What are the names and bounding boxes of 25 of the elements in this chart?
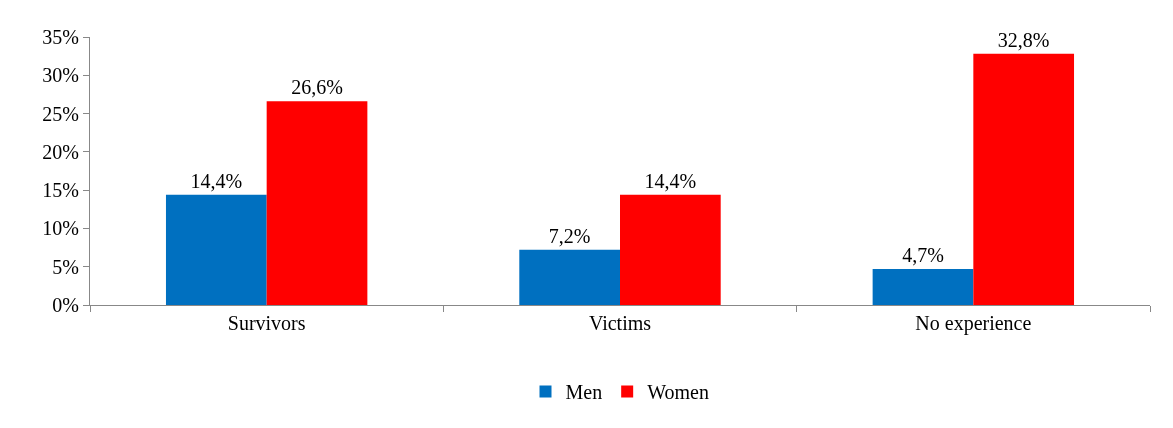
legend-label: Men — [565, 381, 603, 404]
y-tick-label: 5% — [52, 255, 79, 278]
x-tick-label: Survivors — [227, 312, 306, 334]
x-tick-label: Victims — [588, 312, 652, 334]
bar — [620, 194, 721, 305]
y-tick-label: 30% — [42, 64, 79, 87]
y-tick-label: 0% — [52, 294, 79, 316]
bar — [519, 249, 620, 305]
y-tick-label: 15% — [42, 179, 79, 202]
bar — [165, 194, 267, 305]
data-label: 4,7% — [902, 244, 944, 267]
bar — [973, 53, 1075, 305]
bar — [872, 269, 974, 305]
y-tick-label: 35% — [42, 26, 79, 48]
data-label: 26,6% — [291, 76, 343, 99]
data-label: 32,8% — [997, 28, 1050, 51]
data-label: 14,4% — [190, 169, 243, 192]
y-tick-label: 20% — [42, 140, 79, 163]
x-tick-label: No experience — [915, 312, 1032, 335]
data-label: 7,2% — [548, 224, 591, 247]
y-tick-label: 10% — [42, 217, 79, 240]
y-tick-label: 25% — [42, 102, 79, 125]
data-label: 14,4% — [644, 169, 697, 192]
bar — [266, 101, 368, 305]
legend-label: Women — [647, 381, 709, 404]
